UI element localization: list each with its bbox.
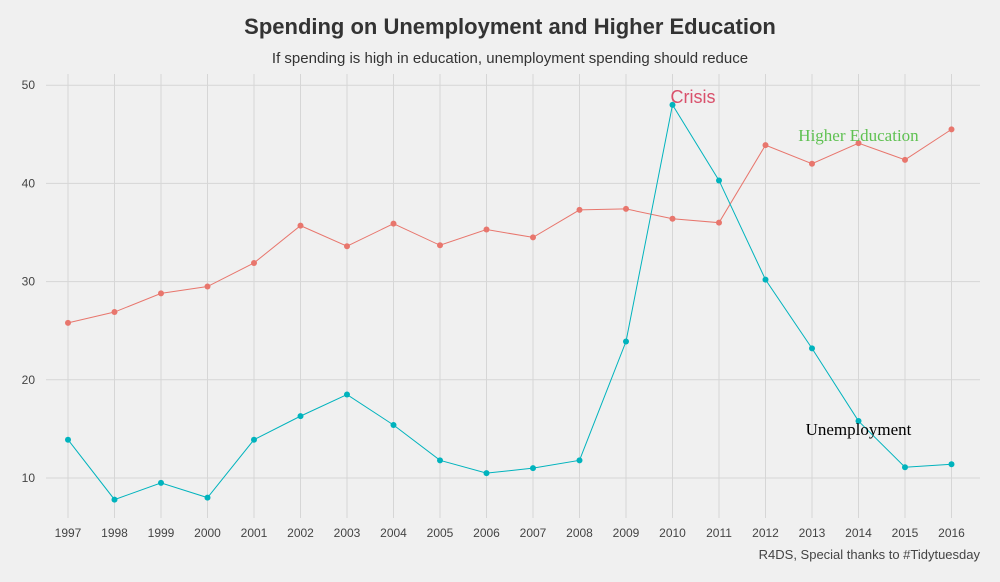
- data-point: [158, 479, 164, 486]
- series-line: [67, 103, 952, 501]
- series-1: [65, 101, 955, 503]
- data-point: [65, 436, 71, 443]
- data-point: [855, 140, 862, 147]
- grid-lines: [46, 74, 980, 518]
- data-point: [948, 126, 955, 133]
- x-tick-label: 2011: [706, 526, 732, 540]
- x-tick-label: 2015: [892, 526, 919, 540]
- data-point: [576, 457, 583, 464]
- data-point: [809, 160, 815, 167]
- data-point: [437, 457, 443, 464]
- x-tick-label: 2010: [659, 526, 686, 540]
- annotation-label: Higher Education: [798, 126, 919, 145]
- data-point: [530, 234, 536, 241]
- y-tick-label: 20: [22, 373, 36, 387]
- chart-subtitle: If spending is high in education, unempl…: [271, 50, 749, 67]
- data-point: [716, 219, 722, 226]
- data-point: [483, 470, 490, 477]
- y-tick-label: 50: [22, 78, 36, 92]
- x-tick-label: 2014: [845, 526, 872, 540]
- x-tick-label: 1999: [148, 526, 175, 540]
- data-point: [762, 142, 769, 149]
- data-point: [111, 309, 118, 316]
- data-point: [111, 496, 118, 503]
- data-point: [297, 413, 304, 420]
- series-0: [65, 126, 955, 326]
- data-point: [204, 494, 211, 501]
- x-tick-label: 2004: [380, 526, 407, 540]
- x-tick-label: 2002: [287, 526, 314, 540]
- y-tick-label: 10: [22, 471, 36, 485]
- x-tick-label: 2012: [752, 526, 779, 540]
- x-tick-label: 2006: [473, 526, 500, 540]
- data-point: [902, 464, 908, 471]
- axis-tick-labels: 1997 1998 1999 2000 2001 2002 2003 2004 2005 2006…: [22, 78, 966, 540]
- data-point: [855, 418, 862, 425]
- data-point: [669, 101, 676, 108]
- data-point: [483, 226, 490, 233]
- x-tick-label: 1997: [55, 526, 82, 540]
- data-point: [297, 222, 304, 229]
- x-tick-label: 2016: [938, 526, 965, 540]
- data-point: [344, 243, 350, 250]
- data-point: [809, 345, 815, 352]
- data-point: [158, 290, 164, 297]
- y-tick-label: 40: [22, 176, 36, 190]
- data-point: [576, 206, 583, 213]
- data-point: [669, 215, 676, 222]
- data-point: [716, 177, 722, 184]
- data-point: [948, 461, 955, 468]
- data-point: [251, 436, 257, 443]
- annotations: Crisis Higher Education Unemployment: [671, 87, 920, 439]
- data-point: [902, 156, 908, 163]
- annotation-label: Crisis: [671, 87, 716, 107]
- x-tick-label: 2007: [520, 526, 547, 540]
- x-tick-label: 2008: [566, 526, 593, 540]
- x-tick-label: 2003: [334, 526, 361, 540]
- annotation-label: Unemployment: [806, 420, 912, 439]
- x-tick-label: 2001: [241, 526, 268, 540]
- data-series: [65, 101, 955, 503]
- data-point: [65, 319, 71, 326]
- data-point: [437, 242, 443, 249]
- data-point: [530, 465, 536, 472]
- x-tick-label: 2009: [613, 526, 640, 540]
- data-point: [762, 276, 769, 283]
- data-point: [623, 338, 629, 345]
- data-point: [390, 421, 397, 428]
- series-line: [67, 128, 952, 324]
- y-tick-label: 30: [22, 275, 36, 289]
- chart-title: Spending on Unemployment and Higher Educ…: [244, 14, 776, 39]
- x-tick-label: 2005: [427, 526, 454, 540]
- data-point: [390, 220, 397, 227]
- data-point: [344, 391, 350, 398]
- data-point: [251, 259, 257, 266]
- x-tick-label: 2000: [194, 526, 221, 540]
- x-tick-label: 2013: [799, 526, 826, 540]
- x-tick-label: 1998: [101, 526, 128, 540]
- data-point: [623, 205, 629, 212]
- chart-caption: R4DS, Special thanks to #Tidytuesday: [758, 547, 980, 562]
- data-point: [204, 283, 211, 290]
